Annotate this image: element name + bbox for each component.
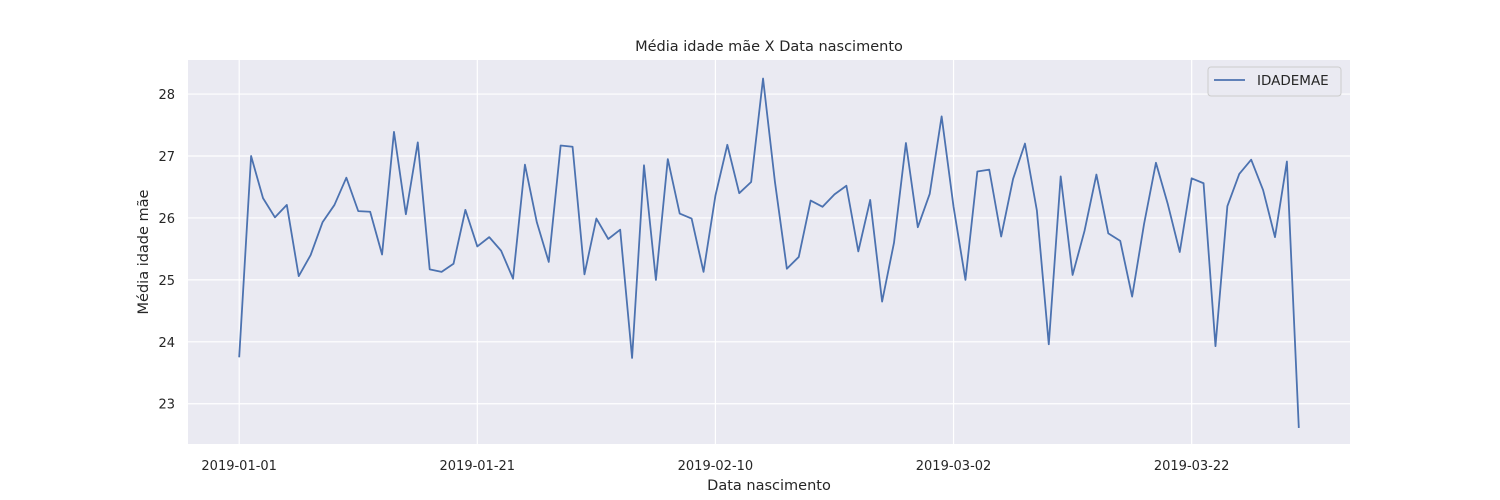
x-tick-label: 2019-01-21 [440,459,516,474]
chart-title: Média idade mãe X Data nascimento [635,39,903,55]
y-tick-label: 23 [158,398,175,413]
tick-labels: 23 24 25 26 27 28 2019-01-01 2019-01-21 2019-02-… [158,88,1229,474]
x-tick-label: 2019-01-01 [201,459,277,474]
plot-area [188,60,1350,444]
grid-lines [188,60,1350,444]
legend-label: IDADEMAE [1257,73,1329,89]
series-line-idademae [238,77,1300,428]
legend: IDADEMAE [1207,66,1342,97]
x-tick-label: 2019-02-10 [678,459,754,474]
y-tick-label: 25 [158,274,175,289]
y-tick-label: 26 [158,212,175,227]
y-axis-label: Média idade mãe [136,189,152,314]
legend-box [1207,66,1342,97]
x-axis-label: Data nascimento [707,478,831,494]
x-tick-label: 2019-03-22 [1154,459,1230,474]
x-tick-label: 2019-03-02 [916,459,992,474]
y-tick-label: 28 [158,88,175,103]
y-tick-label: 27 [158,150,175,165]
y-tick-label: 24 [158,336,175,351]
